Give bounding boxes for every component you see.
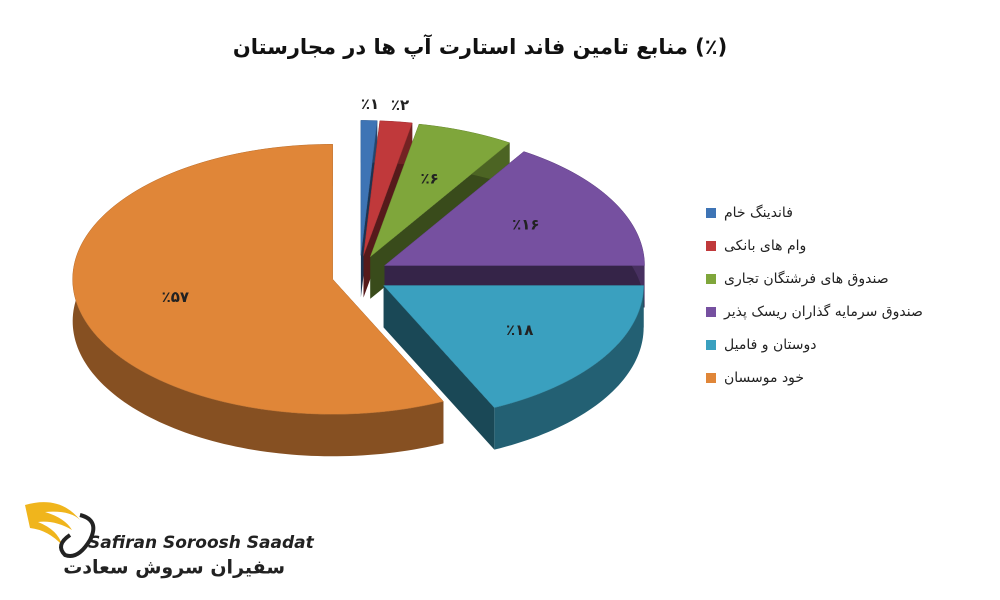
data-label: ٪۶ [420,169,438,187]
data-label: ٪۲ [391,96,409,114]
logo-name-fa: سفیران سروش سعادت [63,557,285,579]
logo-bird [59,513,96,558]
slice-side [383,285,495,450]
logo: Safiran Soroosh Saadat سفیران سروش سعادت [25,502,315,579]
slice [72,144,444,415]
legend-label: خود موسسان [724,370,804,386]
logo-name: Safiran Soroosh Saadat [88,533,315,553]
slice-side [72,144,444,457]
data-label: ٪۱۸ [506,321,533,339]
legend-label: صندوق سرمایه گذاران ریسک پذیر [723,303,923,320]
slice [383,285,644,408]
logo-wing [25,502,80,545]
legend-label: وام های بانکی [724,238,806,254]
legend-swatch [706,274,716,284]
slice-side [494,285,644,450]
pie-tops [72,120,645,415]
slice [369,123,511,258]
legend-swatch [706,373,716,383]
legend-swatch [706,340,716,350]
legend-label: صندوق های فرشتگان تجاری [724,270,889,287]
legend-label: دوستان و فامیل [724,337,816,353]
legend-label: فاندینگ خام [724,204,793,221]
legend-swatch [706,241,716,251]
slice [383,151,645,266]
legend-swatch [706,208,716,218]
slice [360,120,378,256]
slice [363,120,413,256]
chart-title: منابع تامین فاند استارت آپ ها در مجارستا… [233,34,727,59]
legend-swatch [706,307,716,317]
data-label: ٪۱۶ [512,216,539,234]
data-label: ٪۵۷ [162,288,189,306]
data-label: ٪۱ [361,95,379,113]
